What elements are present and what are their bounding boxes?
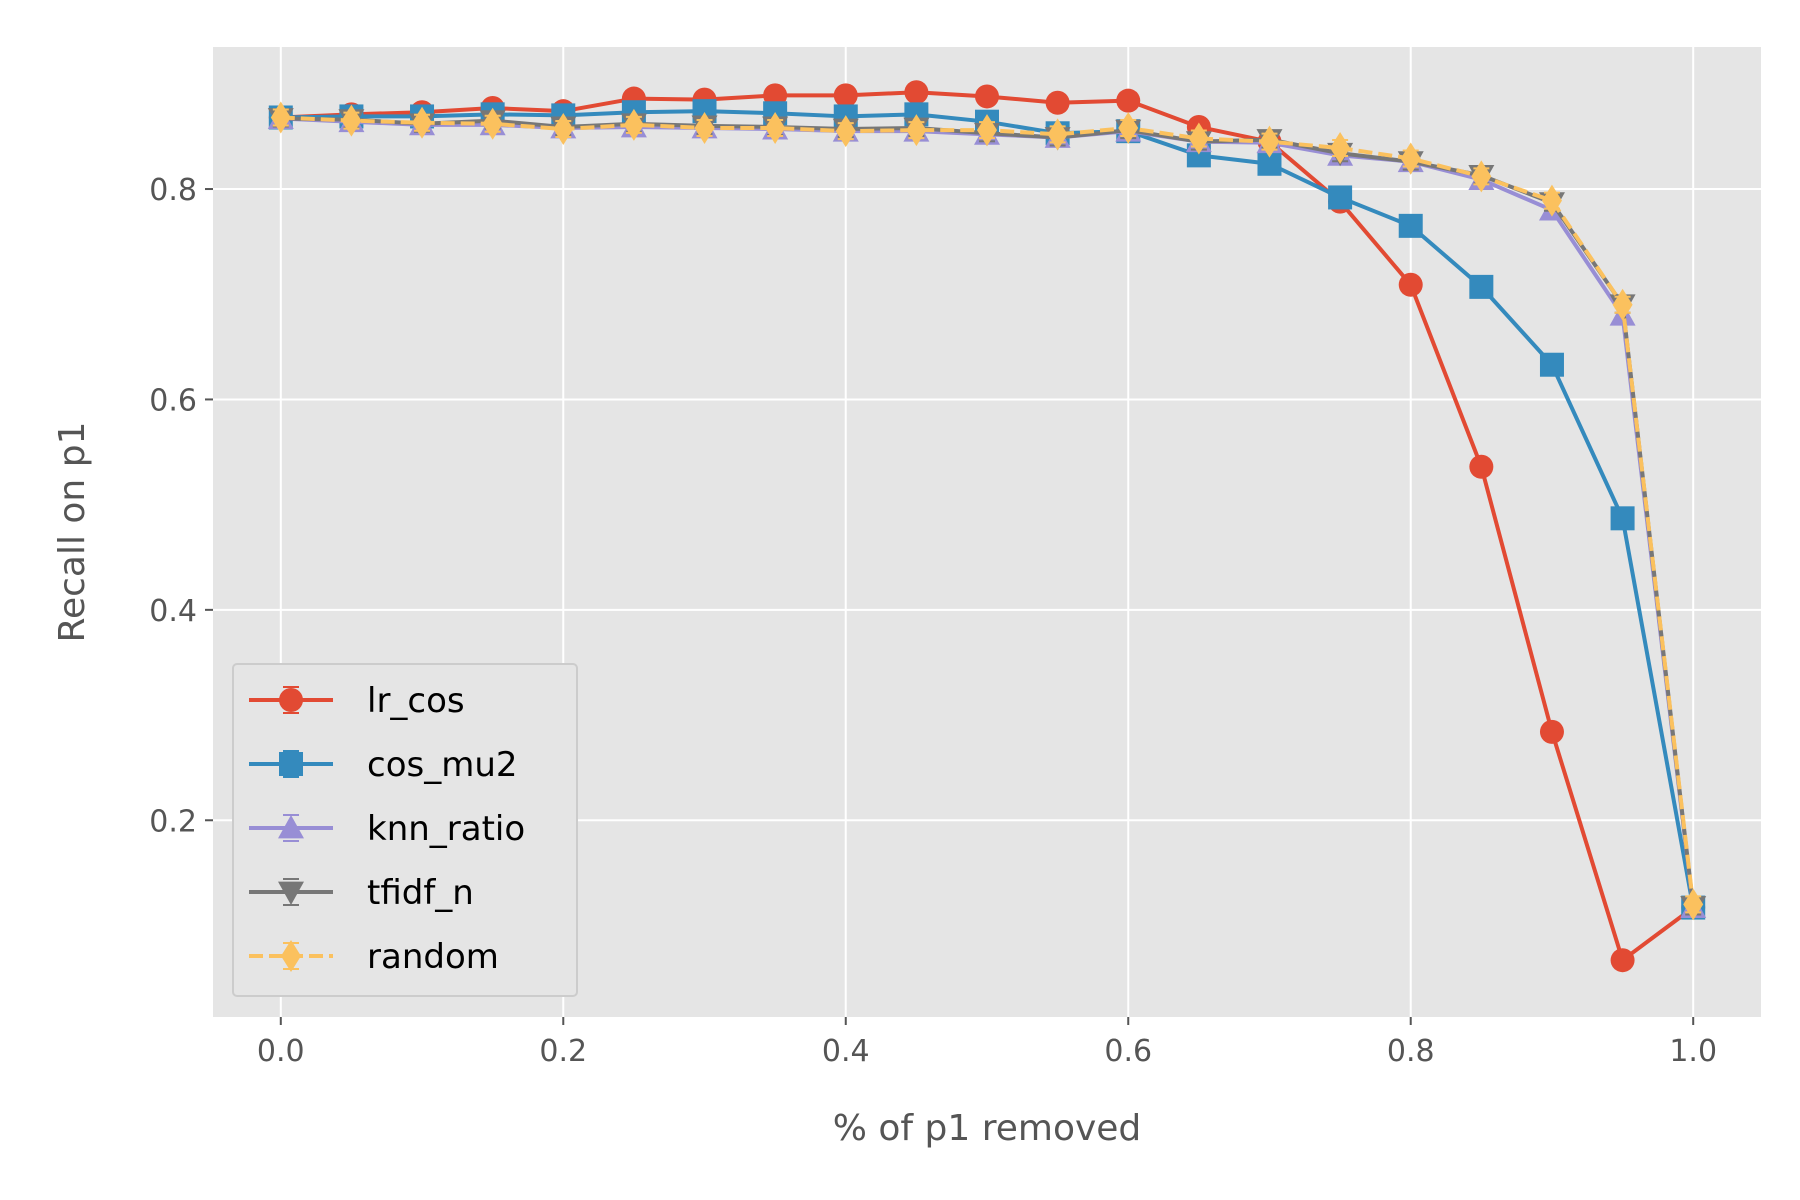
data-point-random — [553, 113, 574, 146]
data-point-lr_cos — [1610, 948, 1635, 973]
x-tick-label: 1.0 — [1669, 1034, 1717, 1069]
data-point-random — [1188, 122, 1209, 155]
y-axis-label: Recall on p1 — [52, 422, 93, 643]
data-point-cos_mu2 — [1610, 506, 1635, 531]
x-tick-label: 0.8 — [1387, 1034, 1435, 1069]
y-tick-label: 0.2 — [149, 804, 197, 839]
legend-item-lr_cos: lr_cos — [249, 681, 465, 721]
data-point-cos_mu2 — [1539, 352, 1564, 377]
data-point-random — [1471, 160, 1492, 193]
data-point-cos_mu2 — [1398, 213, 1423, 238]
data-point-random — [1047, 118, 1068, 151]
legend-marker-lr_cos — [279, 688, 303, 712]
legend-label: cos_mu2 — [367, 745, 518, 785]
data-point-random — [1330, 131, 1351, 164]
series-layer — [267, 80, 1707, 973]
data-point-lr_cos — [975, 84, 999, 109]
data-point-cos_mu2 — [1469, 274, 1494, 299]
data-point-random — [1118, 112, 1139, 145]
legend-label: random — [367, 937, 499, 977]
data-point-random — [1683, 888, 1704, 921]
data-point-lr_cos — [1398, 272, 1423, 297]
data-point-random — [765, 112, 786, 145]
legend-marker-cos_mu2 — [279, 752, 303, 776]
legend-item-knn_ratio: knn_ratio — [249, 809, 525, 849]
x-axis-label: % of p1 removed — [833, 1108, 1142, 1149]
data-point-lr_cos — [833, 83, 858, 108]
data-point-random — [270, 101, 291, 134]
data-point-lr_cos — [1469, 454, 1494, 479]
y-tick-label: 0.4 — [149, 594, 197, 629]
data-point-cos_mu2 — [1328, 185, 1353, 210]
data-point-lr_cos — [1539, 719, 1564, 744]
data-point-random — [1400, 142, 1421, 175]
legend-item-tfidf_n: tfidf_n — [249, 873, 474, 913]
data-point-random — [1259, 125, 1280, 158]
legend-marker-knn_ratio — [278, 815, 304, 839]
x-tick-label: 0.4 — [822, 1034, 870, 1069]
data-point-random — [412, 106, 433, 139]
data-point-random — [1541, 184, 1562, 217]
data-point-random — [482, 107, 503, 140]
x-tick-label: 0.2 — [539, 1034, 587, 1069]
data-point-random — [977, 114, 997, 147]
data-point-random — [835, 115, 856, 148]
data-point-lr_cos — [904, 80, 929, 105]
legend-label: lr_cos — [367, 681, 465, 721]
legend-box — [232, 663, 578, 997]
legend-item-random: random — [249, 937, 499, 977]
axes: 0.0 0.2 0.4 0.6 0.8 1.0 0.2 0.4 0.6 0.8 — [149, 173, 1717, 1069]
legend-label: tfidf_n — [367, 873, 474, 913]
data-point-lr_cos — [1045, 90, 1070, 115]
x-tick-label: 0.6 — [1104, 1034, 1152, 1069]
legend-marker-random — [281, 940, 301, 972]
data-point-lr_cos — [1116, 88, 1141, 113]
data-point-random — [341, 104, 362, 137]
y-tick-label: 0.6 — [149, 383, 197, 418]
data-point-random — [906, 114, 927, 147]
y-tick-label: 0.8 — [149, 173, 197, 208]
legend-marker-tfidf_n — [278, 881, 304, 905]
x-tick-label: 0.0 — [257, 1034, 305, 1069]
legend-label: knn_ratio — [367, 809, 525, 849]
data-point-random — [694, 112, 715, 145]
series-random — [270, 101, 1704, 921]
data-point-random — [623, 108, 644, 141]
legend-item-cos_mu2: cos_mu2 — [249, 745, 518, 785]
data-point-random — [1612, 288, 1633, 321]
